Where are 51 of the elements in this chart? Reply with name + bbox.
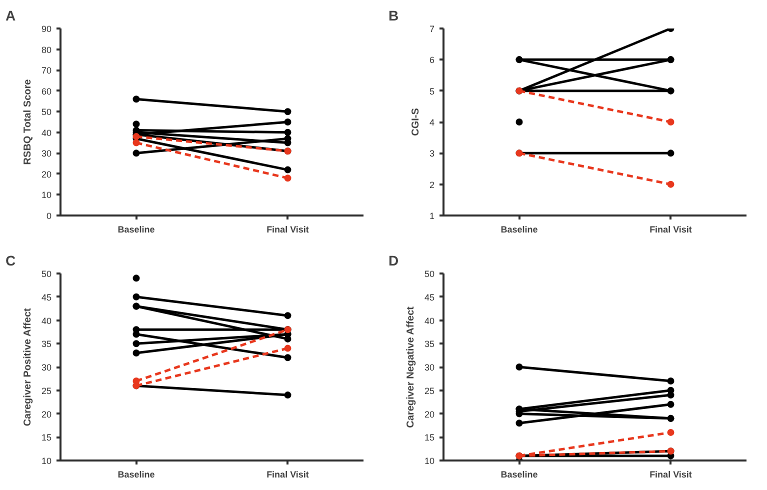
chart-title: D (388, 252, 399, 268)
y-tick-label: 0 (46, 211, 52, 221)
y-tick-label: 10 (424, 456, 435, 466)
y-tick-label: 20 (41, 169, 52, 180)
y-tick-label: 30 (41, 362, 52, 372)
y-tick-label: 50 (41, 107, 52, 118)
x-tick-label: Baseline (118, 224, 155, 234)
y-tick-label: 3 (429, 148, 435, 159)
y-axis-title: RSBQ Total Score (22, 78, 34, 165)
y-tick-label: 90 (41, 24, 52, 34)
x-tick-label: Final Visit (266, 224, 309, 234)
y-tick-label: 6 (429, 55, 435, 66)
y-tick-label: 5 (429, 86, 435, 96)
y-tick-label: 4 (429, 118, 435, 128)
chart-title: B (388, 8, 399, 24)
y-tick-label: 25 (41, 386, 52, 396)
y-tick-label: 40 (41, 128, 52, 138)
y-tick-label: 40 (424, 316, 435, 326)
y-tick-label: 50 (41, 269, 52, 279)
y-axis-title: CGI-S (410, 108, 422, 136)
y-tick-label: 10 (41, 456, 52, 466)
y-axis-title: Caregiver Negative Affect (405, 306, 416, 428)
y-tick-label: 2 (429, 180, 435, 190)
y-tick-label: 70 (41, 66, 52, 76)
y-tick-label: 45 (424, 292, 435, 302)
chart-title: C (6, 252, 16, 268)
y-tick-label: 15 (424, 432, 435, 443)
y-tick-label: 7 (429, 24, 435, 34)
y-tick-label: 15 (41, 432, 52, 443)
y-tick-label: 20 (41, 409, 52, 420)
x-tick-label: Final Visit (650, 224, 692, 234)
y-tick-label: 50 (424, 269, 435, 279)
y-tick-label: 45 (41, 292, 52, 302)
x-tick-label: Baseline (118, 470, 155, 480)
x-tick-label: Final Visit (266, 470, 309, 480)
y-tick-label: 35 (41, 339, 52, 350)
chart-title: A (6, 8, 16, 24)
y-axis-title: Caregiver Positive Affect (22, 308, 34, 426)
y-tick-label: 30 (424, 362, 435, 372)
y-tick-label: 80 (41, 44, 52, 55)
y-tick-label: 20 (424, 409, 435, 420)
y-tick-label: 1 (429, 211, 435, 221)
x-tick-label: Final Visit (650, 470, 692, 480)
y-tick-label: 40 (41, 316, 52, 326)
y-tick-label: 10 (41, 190, 52, 200)
y-tick-label: 35 (424, 339, 435, 350)
y-tick-label: 30 (41, 148, 52, 159)
y-tick-label: 60 (41, 86, 52, 96)
y-tick-label: 25 (424, 386, 435, 396)
x-tick-label: Baseline (500, 470, 538, 480)
x-tick-label: Baseline (500, 224, 538, 234)
